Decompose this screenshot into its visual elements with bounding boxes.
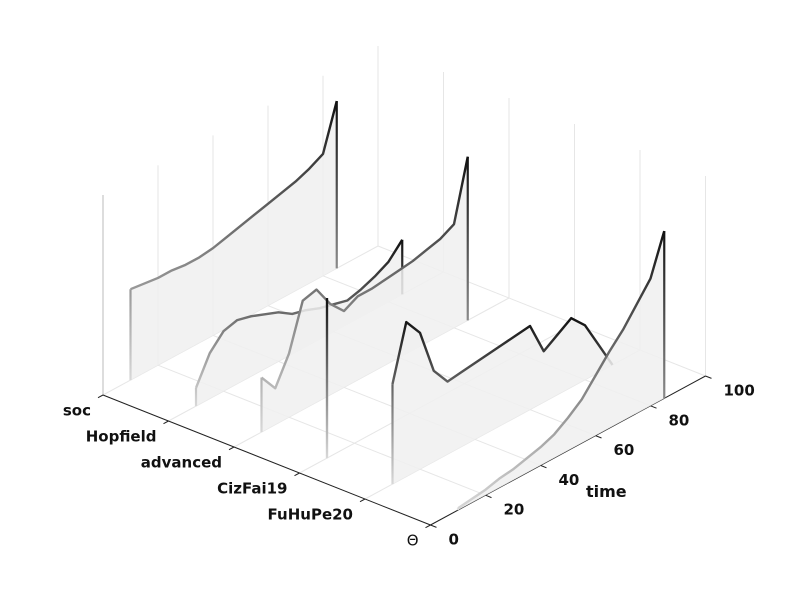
tick-mark	[650, 405, 657, 409]
tick-mark	[705, 375, 712, 379]
tick-mark	[540, 464, 547, 469]
category-label: CizFai19	[217, 480, 287, 498]
ribbon-fill	[392, 318, 613, 485]
ribbon-fill	[458, 231, 665, 511]
tick-mark	[359, 498, 366, 503]
tick-mark	[430, 524, 437, 528]
x-axis-label: time	[586, 482, 627, 501]
x-tick-label: 100	[724, 382, 755, 400]
category-label: FuHuPe20	[268, 506, 353, 524]
x-tick-label: 20	[504, 501, 525, 519]
category-label: Θ	[407, 532, 419, 550]
category-label: soc	[63, 402, 91, 420]
x-tick-label: 0	[449, 531, 459, 549]
category-label: Hopfield	[86, 428, 157, 446]
category-axis	[102, 394, 431, 526]
tick-mark	[228, 446, 235, 451]
tick-mark	[294, 472, 300, 477]
tick-mark	[485, 494, 492, 499]
category-label: advanced	[141, 454, 222, 472]
x-tick-label: 40	[559, 471, 580, 489]
ribbon-fill	[130, 101, 337, 381]
series-line	[391, 316, 614, 385]
tick-mark	[163, 420, 169, 425]
series-line	[260, 156, 469, 390]
ribbon-fill	[261, 156, 468, 433]
series-line	[457, 230, 666, 510]
series-line	[130, 100, 338, 291]
x-tick-label: 60	[614, 441, 635, 459]
tick-mark	[595, 435, 602, 439]
tick-mark	[425, 524, 431, 529]
x-tick-label: 80	[669, 411, 690, 429]
tick-mark	[97, 394, 104, 399]
